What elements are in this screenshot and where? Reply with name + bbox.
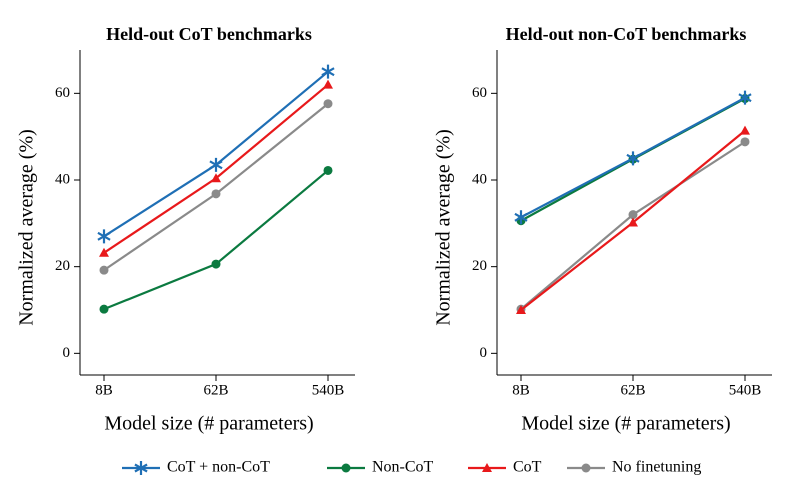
marker bbox=[97, 229, 111, 244]
chart-title: Held-out non-CoT benchmarks bbox=[506, 24, 747, 44]
marker bbox=[516, 305, 526, 314]
marker bbox=[581, 463, 591, 473]
y-tick-label: 0 bbox=[480, 345, 488, 361]
marker bbox=[323, 165, 333, 175]
marker bbox=[740, 137, 750, 147]
x-tick-label: 62B bbox=[203, 382, 228, 398]
x-tick-label: 8B bbox=[95, 382, 113, 398]
y-axis-label: Normalized average (%) bbox=[433, 129, 455, 326]
x-tick-label: 540B bbox=[729, 382, 762, 398]
marker bbox=[99, 265, 109, 275]
marker bbox=[738, 90, 752, 105]
legend-label: CoT + non-CoT bbox=[167, 459, 270, 476]
marker bbox=[321, 64, 335, 79]
y-tick-label: 60 bbox=[472, 85, 487, 101]
marker bbox=[482, 463, 492, 472]
y-tick-label: 40 bbox=[472, 171, 487, 187]
line bbox=[103, 102, 329, 272]
marker bbox=[628, 210, 638, 220]
legend-label: CoT bbox=[513, 459, 542, 476]
x-axis-label: Model size (# parameters) bbox=[521, 413, 730, 435]
x-tick-label: 540B bbox=[312, 382, 345, 398]
y-tick-label: 40 bbox=[55, 171, 70, 187]
y-tick-label: 0 bbox=[63, 345, 71, 361]
legend-label: Non-CoT bbox=[372, 459, 434, 476]
y-tick-label: 20 bbox=[55, 258, 70, 274]
chart-title: Held-out CoT benchmarks bbox=[106, 24, 312, 44]
marker bbox=[341, 463, 351, 473]
legend-label: No finetuning bbox=[612, 459, 701, 476]
x-axis-label: Model size (# parameters) bbox=[104, 413, 313, 435]
marker bbox=[323, 99, 333, 109]
marker bbox=[628, 217, 638, 227]
line bbox=[103, 70, 329, 238]
marker bbox=[323, 79, 333, 89]
marker bbox=[626, 151, 640, 166]
marker bbox=[209, 157, 223, 172]
marker bbox=[514, 210, 528, 225]
marker bbox=[134, 461, 148, 475]
marker bbox=[740, 125, 750, 135]
y-tick-label: 20 bbox=[472, 258, 487, 274]
marker bbox=[99, 247, 109, 257]
y-tick-label: 60 bbox=[55, 85, 70, 101]
marker bbox=[211, 189, 221, 199]
marker bbox=[211, 259, 221, 269]
x-tick-label: 62B bbox=[620, 382, 645, 398]
y-axis-label: Normalized average (%) bbox=[16, 129, 38, 326]
x-tick-label: 8B bbox=[512, 382, 530, 398]
marker bbox=[211, 173, 221, 183]
marker bbox=[99, 304, 109, 314]
